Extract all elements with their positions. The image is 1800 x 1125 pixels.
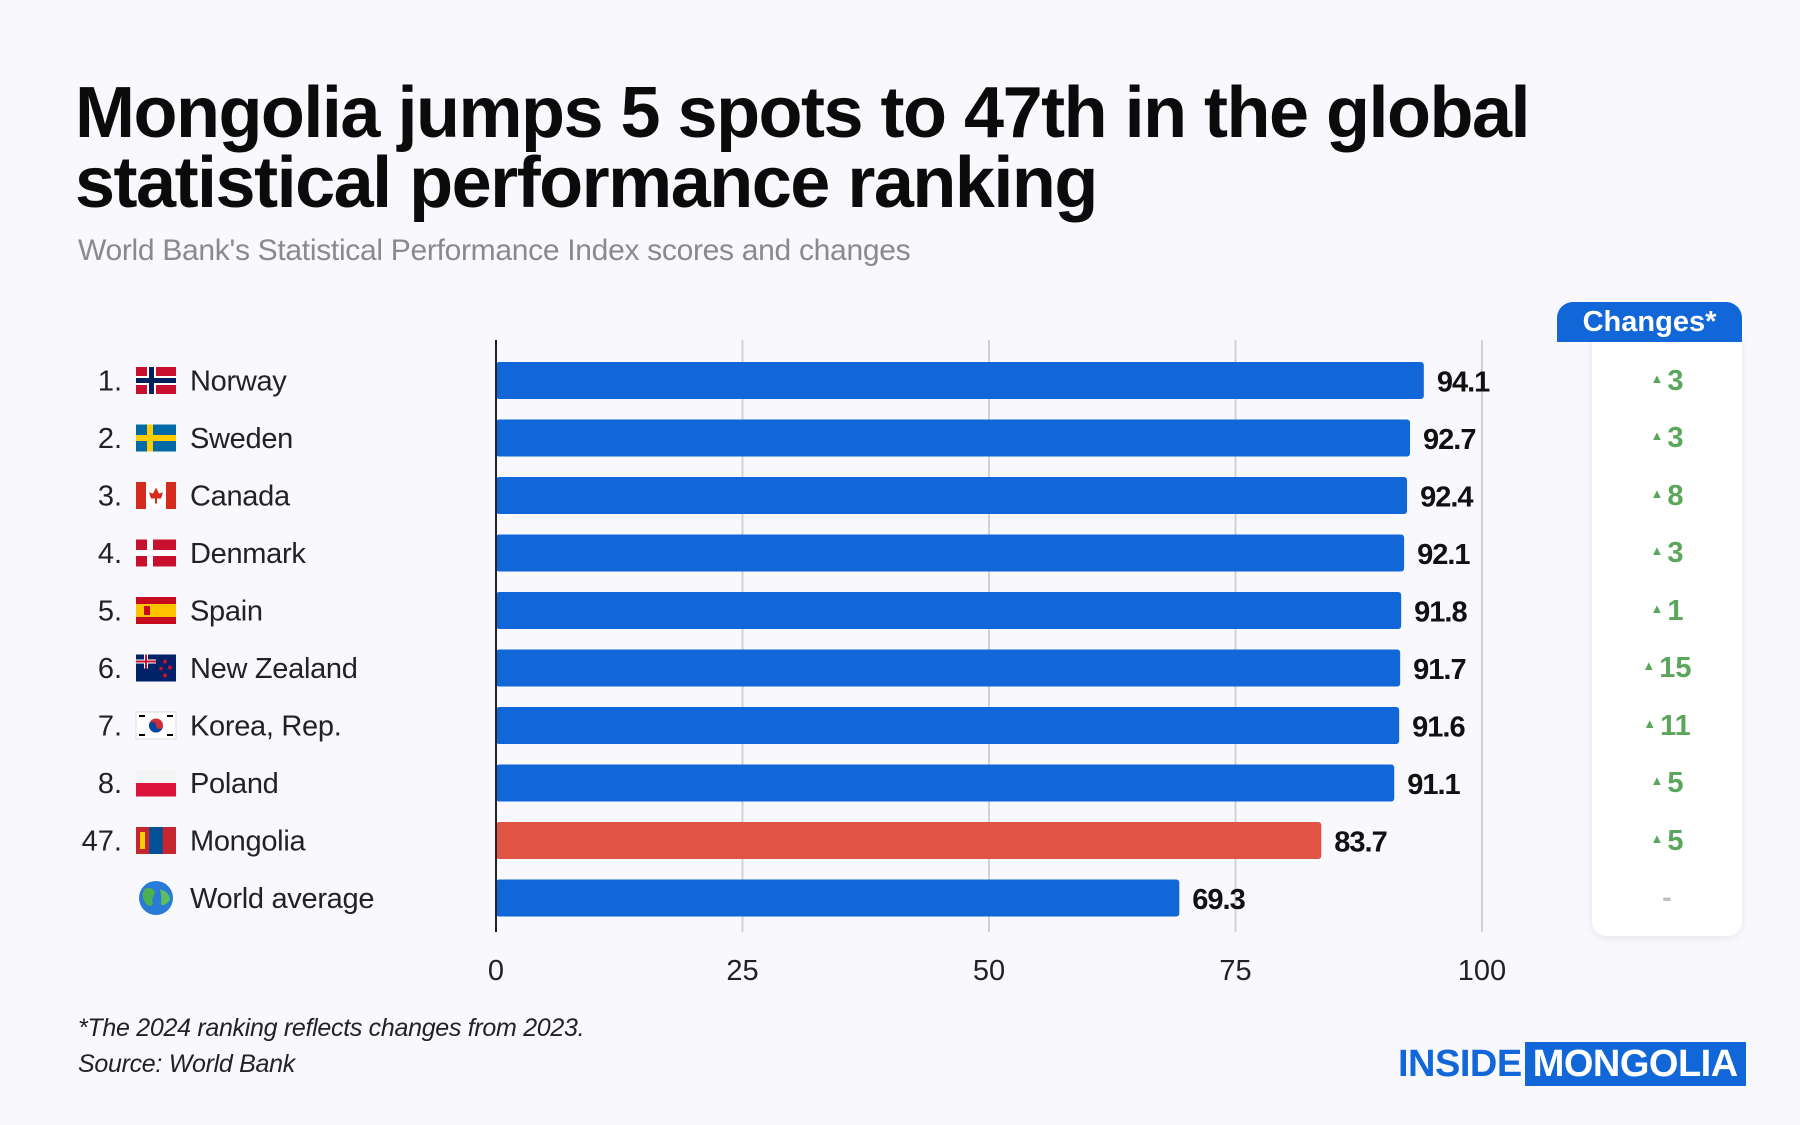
bar-value-label: 91.1 — [1407, 769, 1460, 801]
up-arrow-icon: ▲ — [1650, 428, 1664, 444]
chart-title-line-1: Mongolia jumps 5 spots to 47th in the gl… — [75, 73, 1531, 153]
change-value: ▲ 15 — [1592, 648, 1742, 688]
country-label: Norway — [190, 366, 287, 398]
bar — [496, 764, 1395, 802]
rank-label: 8. — [98, 768, 122, 800]
change-number: 3 — [1667, 422, 1684, 454]
x-tick-label: 75 — [1219, 955, 1251, 987]
sweden-flag-icon — [136, 424, 176, 452]
new-zealand-flag-icon — [136, 654, 176, 682]
change-value: ▲ 8 — [1592, 476, 1742, 516]
bar-value-label: 92.7 — [1423, 424, 1475, 456]
chart-title: Mongolia jumps 5 spots to 47th in the gl… — [75, 73, 1725, 223]
country-label: Mongolia — [190, 826, 306, 858]
korea-flag-icon — [135, 711, 177, 740]
change-number: 15 — [1659, 652, 1692, 684]
x-tick-label: 100 — [1458, 955, 1506, 987]
up-arrow-icon: ▲ — [1650, 600, 1664, 616]
change-number: 11 — [1660, 709, 1691, 742]
country-label: Spain — [190, 596, 263, 628]
up-arrow-icon: ▲ — [1650, 370, 1664, 386]
bar-value-label: 92.1 — [1417, 539, 1470, 571]
bar — [496, 879, 1180, 917]
canada-flag-icon — [136, 482, 176, 509]
bar-value-label: 91.6 — [1412, 712, 1465, 744]
bar — [496, 534, 1405, 572]
change-number: 5 — [1667, 824, 1684, 857]
change-value: ▲ 3 — [1592, 361, 1742, 401]
bar-value-label: 94.1 — [1437, 367, 1490, 399]
x-tick-label: 0 — [488, 955, 504, 987]
bar-value-label: 69.3 — [1192, 884, 1245, 916]
footnote: *The 2024 ranking reflects changes from … — [78, 1014, 585, 1042]
change-value: ▲ 11 — [1592, 706, 1742, 746]
change-number: 3 — [1667, 537, 1684, 569]
change-number: 5 — [1667, 767, 1684, 799]
poland-flag-icon — [136, 769, 176, 797]
mongolia-flag-icon — [136, 827, 176, 854]
bar — [496, 707, 1400, 744]
country-label: Denmark — [190, 538, 306, 570]
country-label: Korea, Rep. — [190, 711, 341, 743]
up-arrow-icon: ▲ — [1650, 830, 1664, 846]
changes-header: Changes* — [1557, 302, 1742, 342]
change-value: ▲ 3 — [1592, 533, 1742, 573]
bar — [496, 477, 1408, 514]
rank-label: 2. — [98, 423, 122, 455]
change-value: ▲ 3 — [1592, 418, 1742, 458]
rank-label: 7. — [98, 711, 122, 743]
change-value: ▲ 5 — [1592, 763, 1742, 803]
rank-label: 47. — [82, 826, 122, 858]
bar — [496, 592, 1402, 629]
up-arrow-icon: ▲ — [1650, 543, 1664, 559]
changes-panel — [1592, 338, 1742, 936]
bar-value-label: 83.7 — [1334, 827, 1386, 859]
x-tick-label: 25 — [726, 955, 758, 987]
rank-label: 5. — [98, 596, 122, 628]
globe-icon — [139, 881, 173, 915]
bar — [496, 362, 1424, 399]
up-arrow-icon: ▲ — [1642, 658, 1656, 674]
country-label: Sweden — [190, 423, 293, 455]
country-label: New Zealand — [190, 653, 358, 685]
up-arrow-icon: ▲ — [1650, 773, 1664, 789]
change-number: 3 — [1667, 364, 1684, 397]
bar — [496, 649, 1401, 687]
spain-flag-icon — [136, 597, 176, 624]
source-note: Source: World Bank — [78, 1050, 295, 1078]
chart-subtitle: World Bank's Statistical Performance Ind… — [78, 234, 911, 267]
logo-part-mongolia: MONGOLIA — [1524, 1042, 1746, 1086]
country-label: Canada — [190, 481, 291, 513]
change-value: ▲ 1 — [1592, 591, 1742, 631]
rank-label: 6. — [98, 653, 122, 685]
x-tick-label: 50 — [973, 955, 1005, 987]
denmark-flag-icon — [136, 539, 176, 567]
bar-value-label: 92.4 — [1420, 482, 1473, 514]
norway-flag-icon — [136, 367, 176, 394]
rank-label: 3. — [98, 481, 122, 513]
bar-value-label: 91.7 — [1413, 654, 1465, 686]
bar — [496, 419, 1411, 457]
change-number: 8 — [1667, 479, 1684, 512]
rank-label: 1. — [98, 366, 122, 398]
change-value: - — [1592, 878, 1742, 918]
chart-title-line-2: statistical performance ranking — [75, 143, 1098, 223]
country-label: Poland — [190, 768, 279, 800]
change-value: ▲ 5 — [1592, 821, 1742, 861]
rank-label: 4. — [98, 538, 122, 570]
logo-part-inside: INSIDE — [1398, 1043, 1522, 1085]
change-number: - — [1662, 882, 1672, 914]
up-arrow-icon: ▲ — [1650, 485, 1664, 501]
change-number: 1 — [1667, 594, 1684, 627]
bar-value-label: 91.8 — [1414, 597, 1467, 629]
bar — [496, 822, 1322, 859]
country-label: World average — [190, 883, 374, 915]
inside-mongolia-logo: INSIDE MONGOLIA — [1398, 1042, 1746, 1086]
up-arrow-icon: ▲ — [1643, 715, 1657, 731]
